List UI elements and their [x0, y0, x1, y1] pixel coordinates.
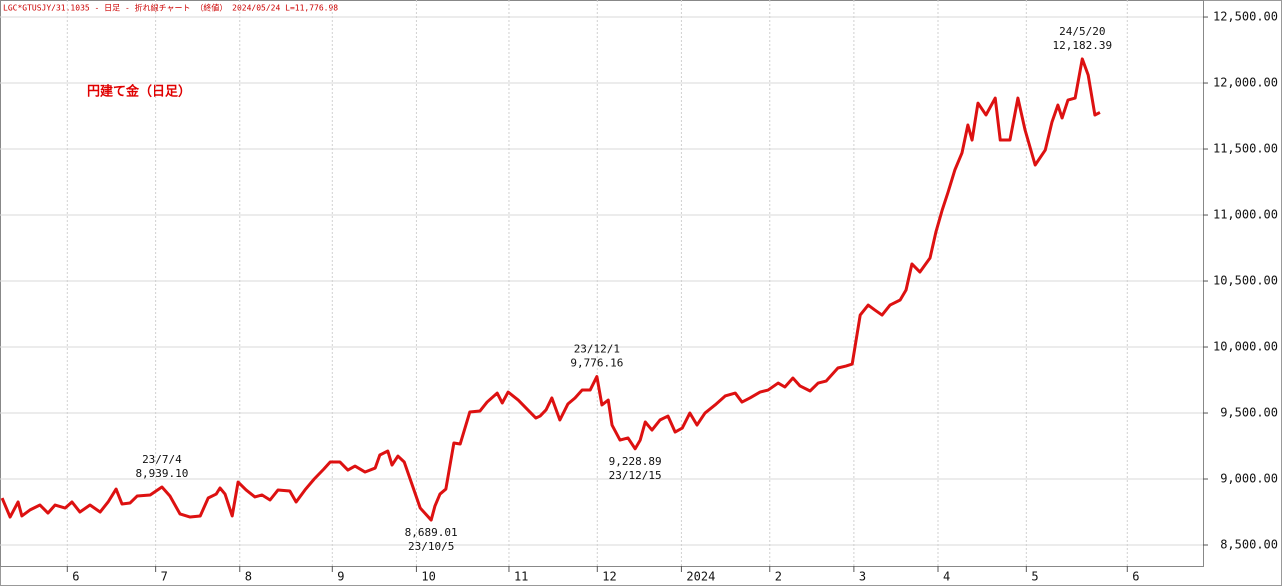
- y-tick-label: 11,500.00: [1213, 142, 1278, 156]
- header: LGC*GTUSJY/31.1035 - 日足 - 折れ線チャート （終値） 2…: [3, 3, 338, 13]
- y-tick-label: 11,000.00: [1213, 208, 1278, 222]
- annotation-date: 24/5/20: [1059, 25, 1105, 38]
- x-tick-label: 7: [161, 570, 168, 584]
- x-tick-label: 5: [1031, 570, 1038, 584]
- x-tick-label: 8: [245, 570, 252, 584]
- y-tick-label: 12,500.00: [1213, 10, 1278, 24]
- x-tick-label: 2: [775, 570, 782, 584]
- x-tick-label: 4: [943, 570, 950, 584]
- x-tick-label: 6: [1132, 570, 1139, 584]
- annotation-value: 8,939.10: [135, 467, 188, 480]
- y-tick-label: 12,000.00: [1213, 76, 1278, 90]
- y-tick-label: 8,500.00: [1220, 538, 1278, 552]
- annotation-date: 23/7/4: [142, 453, 182, 466]
- annotation-date: 23/12/15: [609, 469, 662, 482]
- annotation-value: 12,182.39: [1052, 39, 1112, 52]
- x-tick-label: 2024: [686, 570, 715, 584]
- y-tick-label: 9,500.00: [1220, 406, 1278, 420]
- y-tick-label: 10,000.00: [1213, 340, 1278, 354]
- x-tick-label: 11: [514, 570, 528, 584]
- x-tick-label: 9: [337, 570, 344, 584]
- annotation-date: 23/10/5: [408, 540, 454, 553]
- annotation-value: 9,228.89: [609, 455, 662, 468]
- annotation-value: 8,689.01: [405, 526, 458, 539]
- x-tick-label: 12: [602, 570, 616, 584]
- y-tick-label: 9,000.00: [1220, 472, 1278, 486]
- x-tick-label: 10: [421, 570, 435, 584]
- plot-area: [0, 0, 1204, 567]
- chart-title: 円建て金（日足）: [87, 84, 191, 100]
- annotation-date: 23/12/1: [574, 343, 620, 356]
- annotation-value: 9,776.16: [570, 357, 623, 370]
- price-line: [0, 57, 1101, 522]
- y-tick-label: 10,500.00: [1213, 274, 1278, 288]
- x-tick-label: 3: [859, 570, 866, 584]
- x-tick-label: 6: [72, 570, 79, 584]
